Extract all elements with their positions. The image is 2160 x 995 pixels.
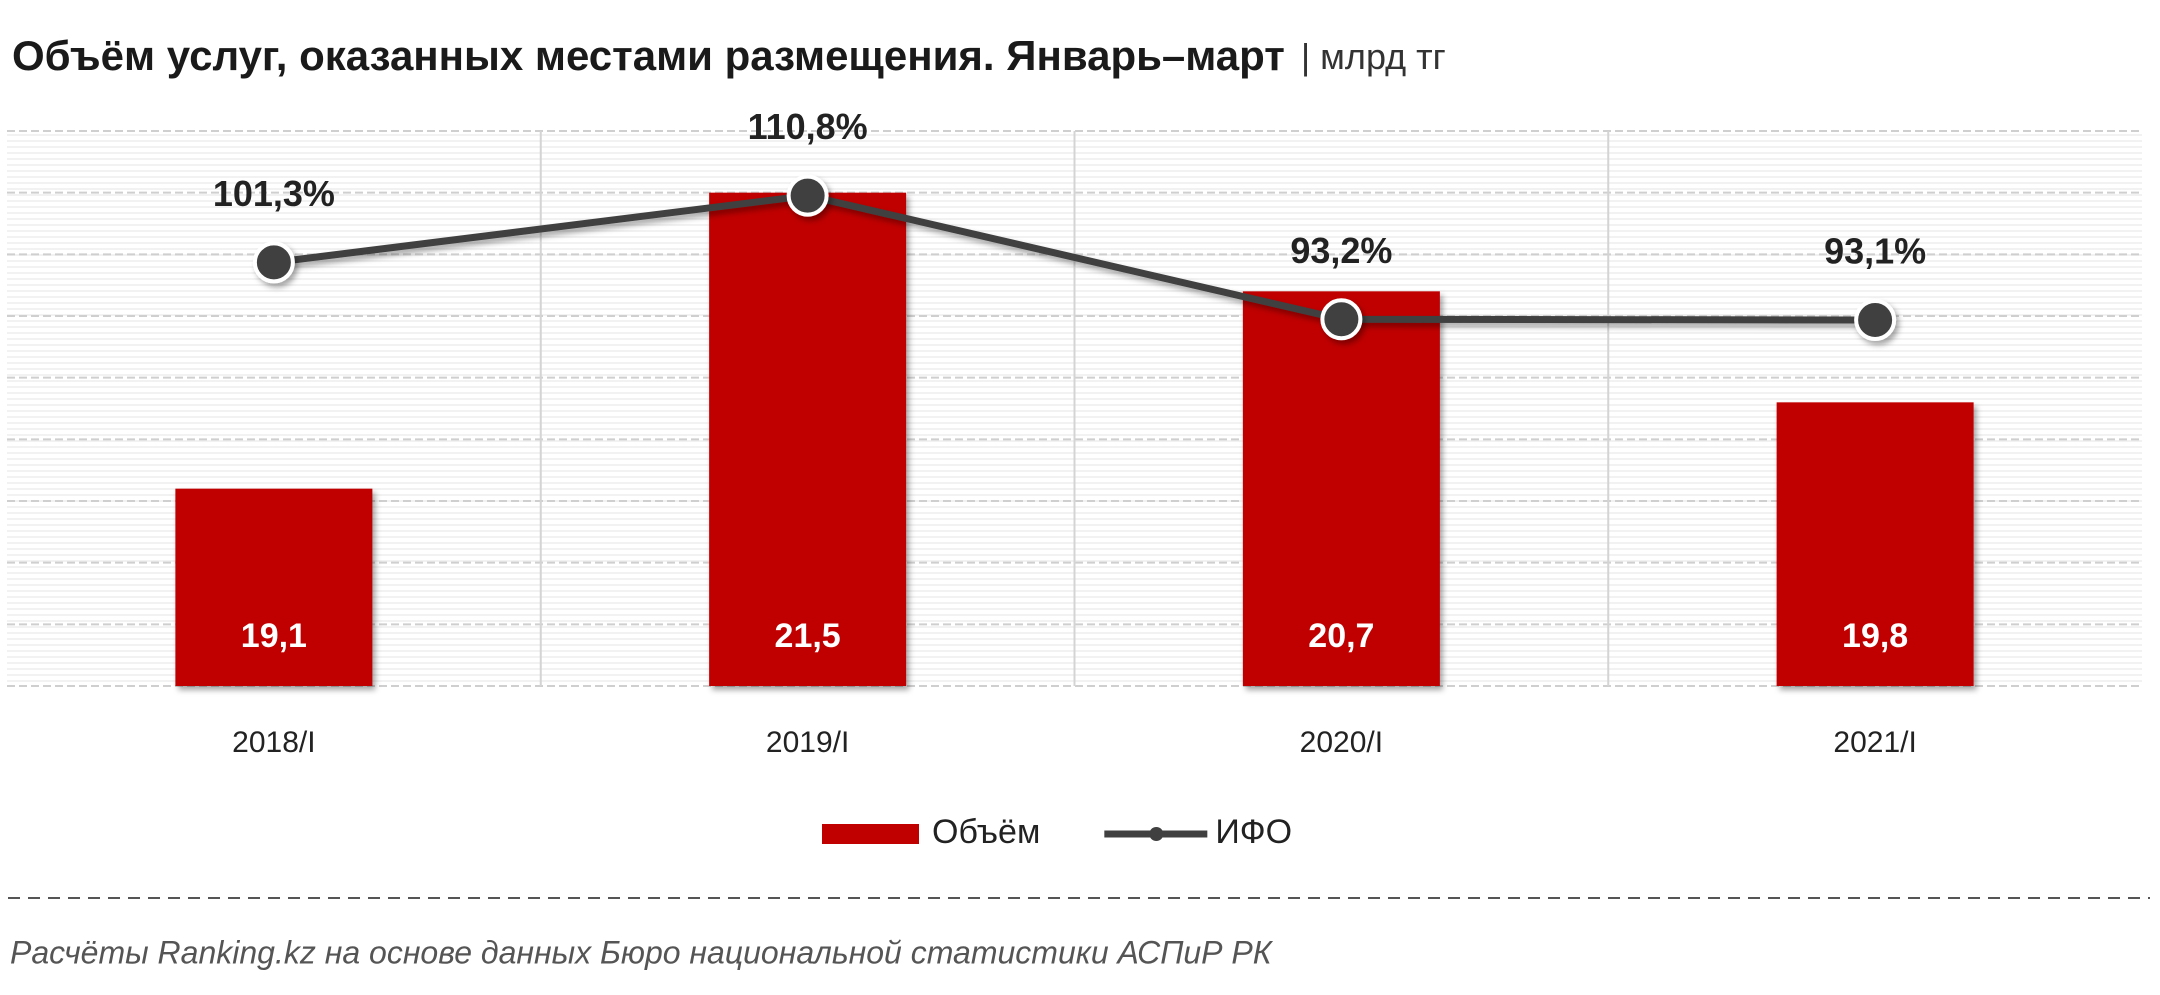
bar-value-label: 21,5 [775, 617, 841, 655]
line-path [273, 192, 1876, 324]
legend-label: Объём [932, 813, 1040, 851]
bar [175, 488, 373, 686]
x-tick-label: 2020/I [1300, 726, 1383, 759]
line-value-label: 93,1% [1824, 230, 1926, 271]
legend-swatch [822, 824, 919, 844]
bar [1242, 291, 1440, 686]
bar-value-label: 19,8 [1842, 617, 1908, 655]
line-value-label: 110,8% [748, 106, 868, 147]
chart-title: Объём услуг, оказанных местами размещени… [12, 32, 1446, 79]
line-value-label: 101,3% [213, 173, 335, 214]
bar [1776, 402, 1974, 686]
line-marker [1320, 298, 1363, 341]
bar-value-label: 19,1 [241, 617, 307, 655]
line-marker [252, 241, 295, 284]
legend-marker [1149, 827, 1164, 841]
unit-text: | млрд тг [1301, 36, 1446, 77]
x-tick-label: 2018/I [232, 726, 315, 759]
category-separators [539, 131, 1610, 686]
x-tick-label: 2019/I [766, 726, 849, 759]
line-marker [786, 174, 829, 217]
line-marker [1854, 298, 1897, 341]
bar-value-label: 20,7 [1308, 617, 1374, 655]
legend-label: ИФО [1215, 813, 1292, 851]
source-note: Расчёты Ranking.kz на основе данных Бюро… [10, 934, 1274, 970]
title-text: Объём услуг, оказанных местами размещени… [12, 32, 1285, 79]
marks: 2018/I 2019/I 2020/I 2021/I 19,1 21,5 20,7 19,8… [175, 106, 1974, 759]
x-tick-label: 2021/I [1833, 726, 1916, 759]
line-value-label: 93,2% [1290, 230, 1392, 271]
legend: Объём ИФО [822, 813, 1292, 851]
bar [709, 192, 907, 686]
